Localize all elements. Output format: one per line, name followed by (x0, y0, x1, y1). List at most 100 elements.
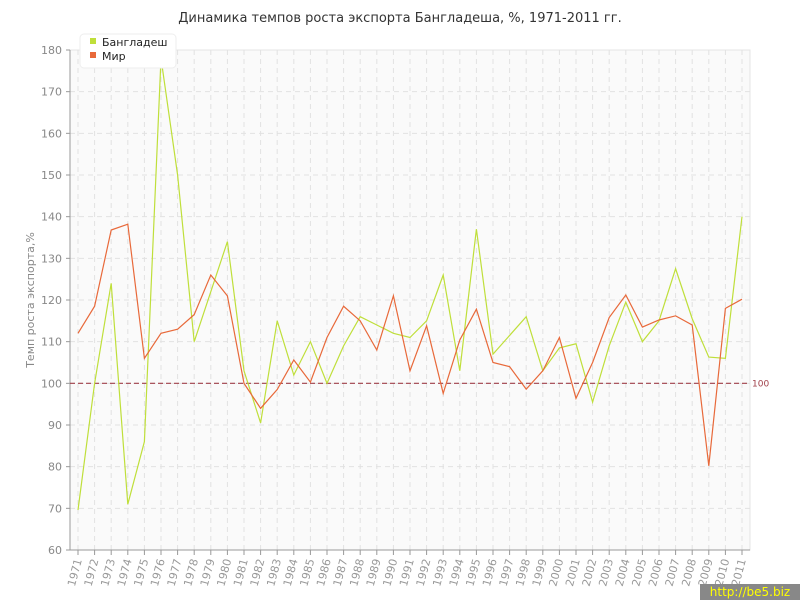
data-point (276, 320, 278, 322)
data-point (525, 316, 527, 318)
data-point (741, 298, 743, 300)
y-tick-label: 180 (41, 44, 62, 57)
data-point (193, 314, 195, 316)
data-point (475, 228, 477, 230)
data-point (542, 370, 544, 372)
data-point (475, 308, 477, 310)
data-point (691, 324, 693, 326)
data-point (708, 465, 710, 467)
data-point (143, 441, 145, 443)
data-point (226, 241, 228, 243)
data-point (708, 356, 710, 358)
data-point (442, 274, 444, 276)
y-tick-label: 150 (41, 169, 62, 182)
data-point (376, 349, 378, 351)
data-point (293, 359, 295, 361)
data-point (94, 305, 96, 307)
data-point (326, 337, 328, 339)
legend-box (79, 33, 177, 69)
data-point (724, 357, 726, 359)
data-point (326, 382, 328, 384)
y-axis-label: Темп роста экспорта,% (24, 232, 37, 369)
data-point (243, 382, 245, 384)
data-point (77, 509, 79, 511)
data-point (525, 388, 527, 390)
data-point (260, 407, 262, 409)
y-tick-label: 160 (41, 127, 62, 140)
y-tick-label: 110 (41, 336, 62, 349)
data-point (177, 174, 179, 176)
data-point (243, 370, 245, 372)
data-point (442, 392, 444, 394)
data-point (492, 362, 494, 364)
data-point (343, 305, 345, 307)
data-point (608, 345, 610, 347)
data-point (724, 307, 726, 309)
data-point (127, 223, 129, 225)
legend-label: Мир (102, 50, 126, 63)
legend-swatch (90, 38, 96, 44)
y-tick-label: 80 (48, 461, 62, 474)
data-point (94, 382, 96, 384)
y-tick-label: 100 (41, 377, 62, 390)
data-point (359, 320, 361, 322)
data-point (658, 319, 660, 321)
y-tick-label: 170 (41, 86, 62, 99)
data-point (293, 374, 295, 376)
data-point (160, 332, 162, 334)
data-point (691, 318, 693, 320)
data-point (359, 316, 361, 318)
data-point (675, 315, 677, 317)
data-point (459, 370, 461, 372)
data-point (625, 301, 627, 303)
data-point (625, 294, 627, 296)
y-tick-label: 70 (48, 502, 62, 515)
data-point (77, 332, 79, 334)
y-tick-label: 140 (41, 211, 62, 224)
series-line-bangladesh (77, 58, 743, 511)
data-point (459, 339, 461, 341)
data-point (276, 389, 278, 391)
data-point (592, 401, 594, 403)
data-point (592, 362, 594, 364)
legend-swatch (90, 52, 96, 58)
data-point (309, 341, 311, 343)
legend-label: Бангладеш (102, 36, 167, 49)
data-point (641, 341, 643, 343)
data-point (110, 282, 112, 284)
data-point (426, 320, 428, 322)
data-point (492, 353, 494, 355)
data-point (143, 357, 145, 359)
data-point (575, 397, 577, 399)
data-point (741, 216, 743, 218)
data-point (409, 370, 411, 372)
data-point (558, 337, 560, 339)
y-tick-label: 60 (48, 544, 62, 557)
data-point (376, 324, 378, 326)
data-point (392, 295, 394, 297)
y-tick-label: 90 (48, 419, 62, 432)
data-point (558, 347, 560, 349)
data-point (641, 326, 643, 328)
data-point (343, 345, 345, 347)
data-point (575, 343, 577, 345)
series-line-world (77, 223, 743, 466)
data-point (210, 291, 212, 293)
data-point (210, 274, 212, 276)
data-point (260, 422, 262, 424)
reference-line-label: 100 (752, 379, 769, 389)
data-point (110, 229, 112, 231)
data-point (226, 295, 228, 297)
data-point (127, 503, 129, 505)
y-tick-label: 120 (41, 294, 62, 307)
data-point (392, 332, 394, 334)
data-point (608, 317, 610, 319)
data-point (177, 328, 179, 330)
data-point (193, 341, 195, 343)
data-point (675, 268, 677, 270)
y-tick-label: 130 (41, 252, 62, 265)
watermark: http://be5.biz (700, 584, 800, 600)
chart-title: Динамика темпов роста экспорта Бангладеш… (178, 11, 621, 26)
